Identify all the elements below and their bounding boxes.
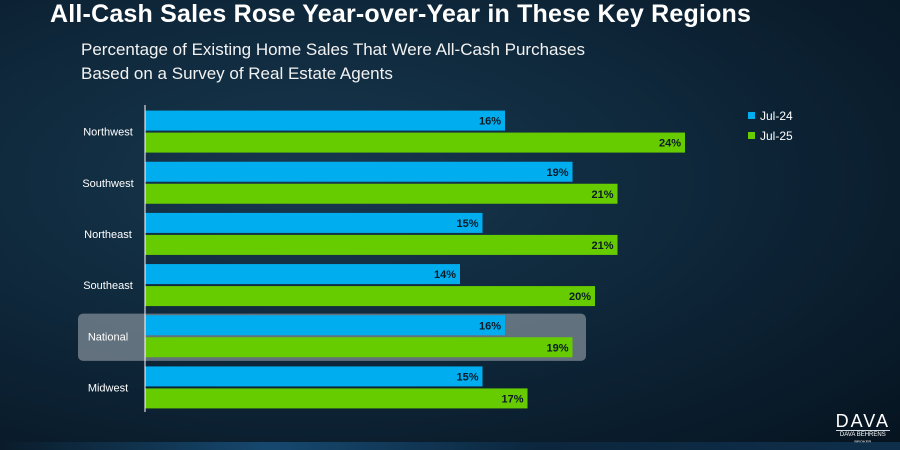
bar-national-jul-24: [145, 315, 505, 336]
legend-label: Jul-25: [760, 129, 793, 143]
bar-southeast-jul-25: [145, 286, 595, 307]
data-label: 16%: [479, 116, 501, 128]
category-label: Northeast: [84, 229, 132, 241]
bar-northwest-jul-24: [145, 110, 505, 131]
data-label: 20%: [569, 291, 591, 303]
logo-sub2-text: BROKER: [836, 439, 890, 444]
category-label: National: [88, 331, 128, 343]
data-label: 19%: [546, 342, 568, 354]
data-label: 19%: [546, 167, 568, 179]
category-label: Midwest: [88, 382, 128, 394]
subtitle-line-1: Percentage of Existing Home Sales That W…: [81, 40, 585, 59]
chart-subtitle: Percentage of Existing Home Sales That W…: [81, 38, 585, 86]
data-label: 21%: [591, 240, 613, 252]
data-label: 21%: [591, 189, 613, 201]
legend-swatch: [748, 112, 755, 119]
bar-midwest-jul-25: [145, 388, 528, 409]
logo-main-text: DAVA: [835, 411, 890, 431]
data-label: 24%: [659, 138, 681, 150]
legend-swatch: [748, 132, 755, 139]
data-label: 15%: [456, 218, 478, 230]
chart-title: All-Cash Sales Rose Year-over-Year in Th…: [50, 0, 752, 28]
logo-sub-text: DAVA BEHRENS: [835, 430, 890, 439]
bar-northwest-jul-25: [145, 132, 685, 153]
dava-logo: DAVA DAVA BEHRENS BROKER: [835, 411, 890, 444]
data-label: 15%: [456, 371, 478, 383]
data-label: 17%: [501, 393, 523, 405]
bar-southeast-jul-24: [145, 264, 460, 285]
bar-northeast-jul-24: [145, 212, 483, 233]
data-label: 14%: [434, 269, 456, 281]
category-label: Southwest: [82, 178, 133, 190]
data-label: 16%: [479, 320, 501, 332]
category-label: Southeast: [83, 280, 133, 292]
bar-southwest-jul-24: [145, 161, 573, 182]
bar-midwest-jul-24: [145, 366, 483, 387]
bar-northeast-jul-25: [145, 234, 618, 255]
legend-label: Jul-24: [760, 109, 793, 123]
bar-southwest-jul-25: [145, 183, 618, 204]
category-label: Northwest: [83, 127, 133, 139]
footer-strip: [0, 442, 900, 450]
bar-national-jul-25: [145, 337, 573, 358]
subtitle-line-2: Based on a Survey of Real Estate Agents: [81, 64, 393, 83]
